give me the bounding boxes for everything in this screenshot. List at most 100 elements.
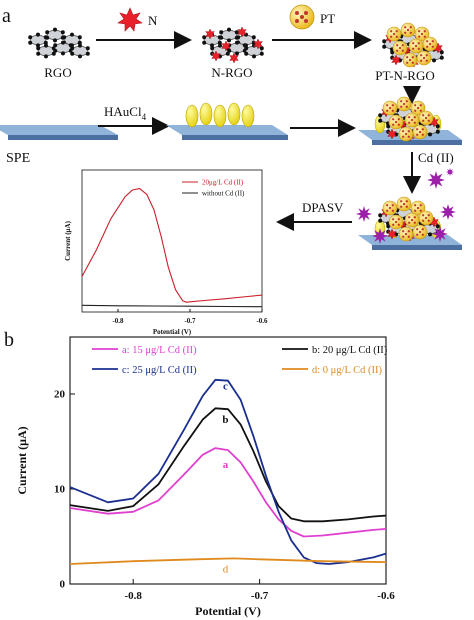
pt-dot xyxy=(427,119,430,122)
pt-dot xyxy=(426,40,429,43)
pt-dot xyxy=(392,123,395,126)
carbon-atom xyxy=(51,51,56,56)
pt-dot xyxy=(414,209,417,212)
pt-dot xyxy=(418,35,421,38)
nitrogen-star-icon xyxy=(117,7,143,32)
carbon-atom xyxy=(219,30,224,35)
nitrogen-star xyxy=(387,228,397,240)
carbon-atom xyxy=(36,32,40,37)
pt-dot xyxy=(390,30,393,33)
carbon-atom xyxy=(259,51,264,56)
x-tick-label: -0.8 xyxy=(112,317,124,325)
pt-dot xyxy=(411,61,414,64)
series-line-1 xyxy=(81,304,263,308)
pt-dot xyxy=(414,204,417,207)
cd-burst xyxy=(372,228,388,244)
panel-a-letter: a xyxy=(2,5,11,27)
pt-dot xyxy=(416,228,419,231)
pt-dot xyxy=(404,232,408,236)
carbon-atom xyxy=(36,46,41,51)
pt-dot xyxy=(422,119,425,122)
cd-burst xyxy=(427,171,445,189)
carbon-atom xyxy=(386,224,391,229)
carbon-atom xyxy=(210,46,215,51)
legend-label: without Cd (II) xyxy=(202,190,245,198)
carbon-atom xyxy=(242,43,247,48)
pt-dot xyxy=(421,128,424,131)
carbon-atom xyxy=(244,51,249,56)
pt-dot xyxy=(391,104,394,107)
pt-dot xyxy=(422,214,425,217)
carbon-atom xyxy=(44,43,48,48)
pt-dot xyxy=(394,220,398,224)
carbon-atom xyxy=(378,213,383,218)
carbon-atom xyxy=(53,48,58,53)
pt-dot xyxy=(402,202,406,206)
legend-label: b: 20 μg/L Cd (II) xyxy=(312,345,388,356)
pt-dot xyxy=(388,206,392,210)
pt-dot xyxy=(419,209,422,212)
carbon-atom xyxy=(378,218,383,223)
carbon-atom xyxy=(378,118,383,123)
pt-dot xyxy=(408,221,411,224)
x-axis-label: Potential (V) xyxy=(195,604,261,618)
pt-dot xyxy=(423,30,426,33)
series-letter-label: b xyxy=(222,414,228,426)
carbon-atom xyxy=(36,43,40,48)
cd-label: Cd (II) xyxy=(418,150,454,165)
pt-dot xyxy=(427,214,430,217)
pt-dot xyxy=(417,47,420,50)
series-line-d xyxy=(69,557,387,565)
carbon-atom xyxy=(202,40,207,45)
pt-dot xyxy=(400,105,403,108)
series-line-c xyxy=(69,378,387,565)
carbon-atom xyxy=(435,124,440,129)
pt-dot xyxy=(402,102,406,106)
pt-dot xyxy=(418,30,421,33)
pt-dot xyxy=(411,56,414,59)
carbon-atom xyxy=(61,40,65,45)
pt-dot xyxy=(431,45,434,48)
pt-dot xyxy=(423,35,426,38)
pt-dot xyxy=(401,49,404,52)
carbon-atom xyxy=(259,46,264,51)
pt-dot xyxy=(396,44,399,47)
carbon-atom xyxy=(219,35,224,40)
nitrogen-star xyxy=(211,50,221,62)
spe-electrode-icon xyxy=(0,125,118,140)
x-tick-label: -0.6 xyxy=(377,590,395,602)
pt-dot xyxy=(397,118,400,121)
carbon-atom xyxy=(217,40,222,45)
pt-dot xyxy=(410,218,414,222)
carbon-atom xyxy=(235,51,239,56)
pt-dot xyxy=(391,109,394,112)
carbon-atom xyxy=(435,224,440,229)
pt-dot xyxy=(406,28,410,32)
carbon-atom xyxy=(382,44,387,49)
pt-dot xyxy=(391,204,394,207)
y-axis-label: Current (μA) xyxy=(15,426,29,494)
pt-dot xyxy=(421,133,424,136)
carbon-atom xyxy=(85,46,90,51)
pt-dot xyxy=(407,135,410,138)
carbon-atom xyxy=(85,51,90,56)
pt-dot xyxy=(425,54,428,57)
pt-dot xyxy=(400,100,403,103)
rgo-label: RGO xyxy=(44,65,71,80)
carbon-atom xyxy=(435,129,440,134)
pt-dot xyxy=(408,216,411,219)
pt-dot xyxy=(416,128,419,131)
carbon-atom xyxy=(70,51,75,56)
cd-burst xyxy=(446,168,454,176)
y-tick-label: 0 xyxy=(60,579,66,591)
pt-dot xyxy=(397,218,400,221)
pt-dot xyxy=(422,219,425,222)
pt-dot xyxy=(418,230,422,234)
main-chart: -0.8 -0.7 -0.6 0 10 20 Potential (V) Current (μ… xyxy=(15,336,395,618)
pt-dot xyxy=(409,31,412,34)
nitrogen-star xyxy=(237,26,247,38)
carbon-atom xyxy=(53,43,58,48)
carbon-atom xyxy=(36,51,41,56)
spe-label: SPE xyxy=(6,151,30,166)
